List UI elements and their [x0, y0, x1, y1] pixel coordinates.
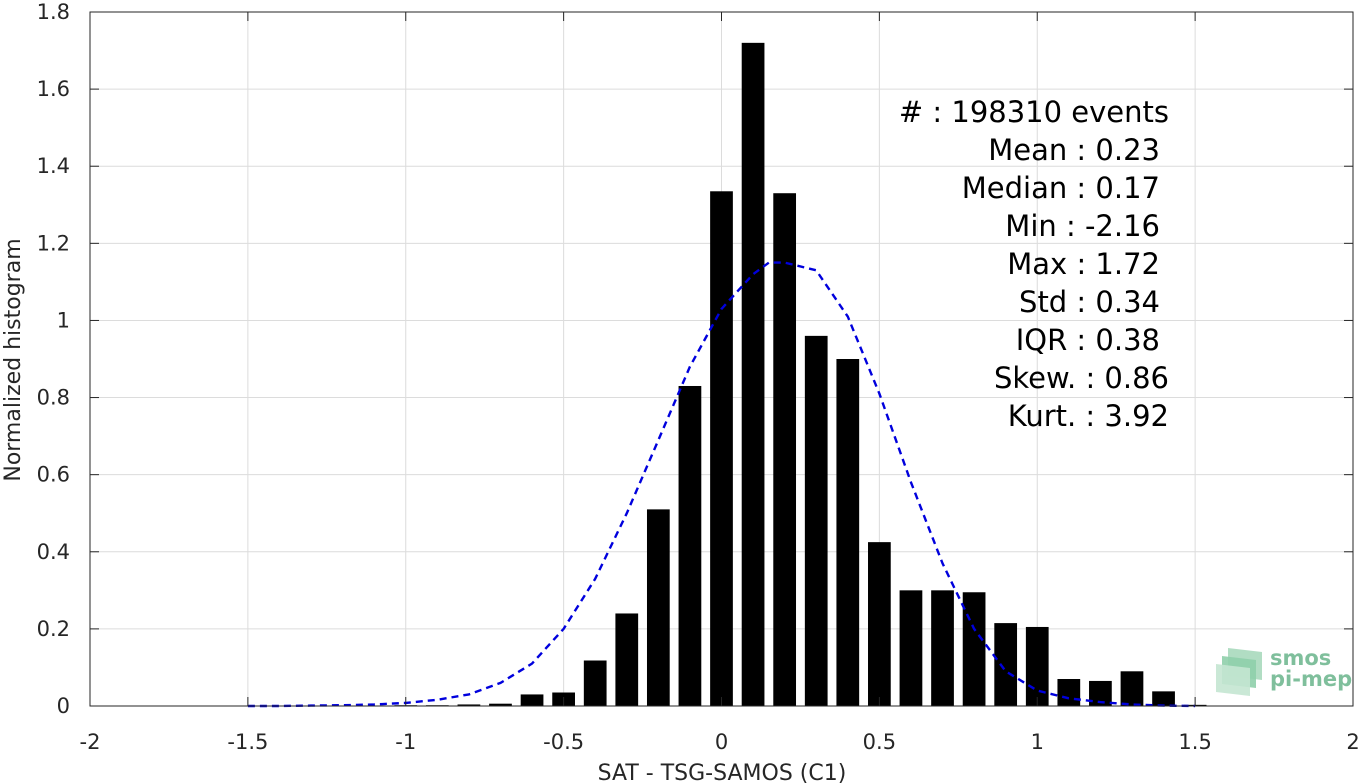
histogram-bar: [1120, 671, 1144, 706]
histogram-bar: [1089, 680, 1112, 706]
x-tick-label: 0: [715, 730, 728, 754]
x-axis-label: SAT - TSG-SAMOS (C1): [598, 761, 847, 784]
y-tick-label: 1.2: [37, 231, 70, 255]
histogram-bar: [931, 590, 954, 706]
axis-ticks: [89, 11, 1354, 707]
histogram-bar: [741, 42, 765, 707]
histogram-bars: [236, 42, 1207, 707]
histogram-bar: [489, 703, 512, 706]
histogram-bar: [804, 335, 828, 706]
y-tick-label: 0: [57, 694, 70, 718]
histogram-bar: [994, 623, 1018, 706]
histogram-bar: [457, 704, 481, 706]
x-tick-label: 1: [1031, 730, 1044, 754]
x-tick-label: -1: [395, 730, 416, 754]
x-tick-label: 2: [1346, 730, 1359, 754]
fit-curve: [247, 261, 1196, 708]
x-tick-label: 1.5: [1178, 730, 1211, 754]
y-tick-labels: 0 0.2 0.4 0.6 0.8 1 1.2 1.4 1.6 1.8: [37, 0, 70, 718]
stat-median: Median : 0.17: [962, 171, 1160, 205]
stat-mean: Mean : 0.23: [988, 133, 1160, 167]
smos-pi-mep-logo: smos pi-mep: [1216, 646, 1352, 696]
y-tick-label: 1: [57, 308, 70, 332]
y-tick-label: 1.8: [37, 0, 70, 24]
stat-skew: Skew. : 0.86: [994, 361, 1169, 395]
y-tick-label: 0.6: [37, 463, 70, 487]
y-axis-label: Normalized histogram: [1, 238, 26, 481]
stat-min: Min : -2.16: [1005, 209, 1160, 243]
stat-std: Std : 0.34: [1019, 285, 1160, 319]
y-tick-label: 1.4: [37, 154, 70, 178]
y-tick-label: 0.8: [37, 386, 70, 410]
y-tick-label: 1.6: [37, 77, 70, 101]
x-tick-label: -1.5: [227, 730, 268, 754]
stat-kurt: Kurt. : 3.92: [1008, 399, 1169, 433]
histogram-bar: [1152, 691, 1175, 706]
histogram-bar: [520, 694, 544, 706]
y-tick-label: 0.4: [37, 540, 70, 564]
y-tick-label: 0.2: [37, 617, 70, 641]
histogram-bar: [646, 509, 670, 706]
stat-max: Max : 1.72: [1007, 247, 1160, 281]
histogram-bar: [615, 613, 639, 706]
histogram-bar: [583, 660, 607, 706]
histogram-bar: [962, 592, 986, 706]
x-tick-label: -0.5: [543, 730, 584, 754]
logo-layers-icon: [1216, 648, 1262, 696]
histogram-bar: [678, 385, 702, 706]
histogram-bar: [868, 542, 891, 706]
x-tick-label: -2: [80, 730, 101, 754]
x-tick-label: 0.5: [863, 730, 896, 754]
histogram-bar: [899, 590, 923, 706]
histogram-bar: [1057, 679, 1081, 706]
histogram-bar: [1025, 626, 1049, 706]
x-tick-labels: -2 -1.5 -1 -0.5 0 0.5 1 1.5 2: [80, 730, 1360, 754]
histogram-bar: [710, 191, 733, 707]
stat-iqr: IQR : 0.38: [1016, 323, 1160, 357]
logo-line1: smos: [1270, 646, 1331, 670]
stat-events: # : 198310 events: [899, 95, 1169, 129]
histogram-bar: [773, 193, 797, 706]
histogram-bar: [836, 359, 860, 706]
stats-block: # : 198310 events Mean : 0.23 Median : 0…: [899, 95, 1169, 433]
logo-line2: pi-mep: [1270, 667, 1352, 691]
